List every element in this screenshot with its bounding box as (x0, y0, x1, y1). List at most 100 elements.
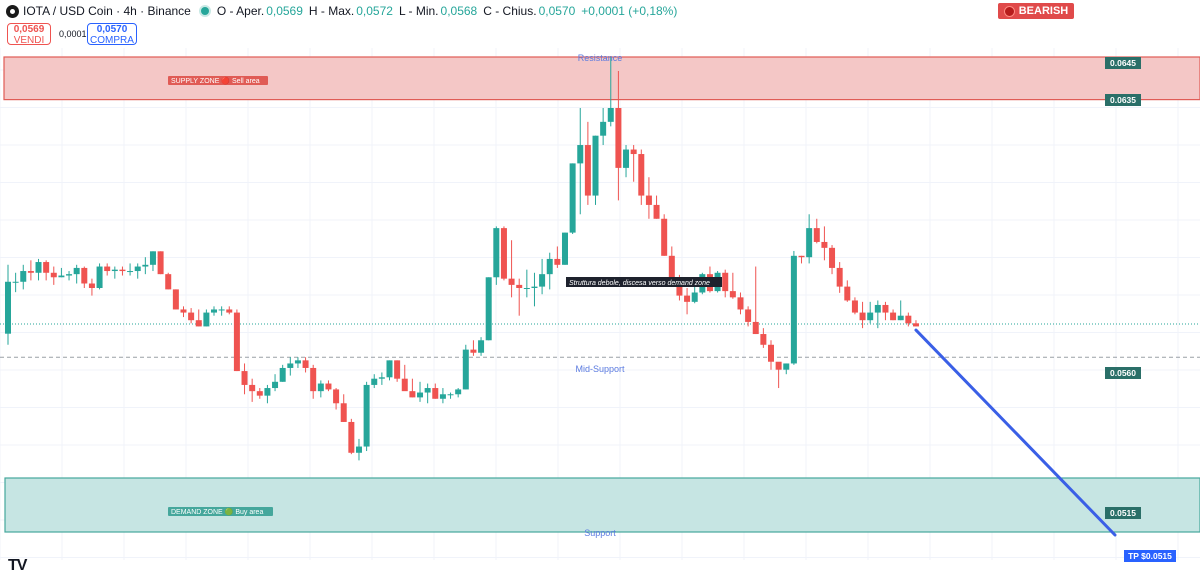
candle-body (58, 275, 65, 278)
candle-body (897, 315, 904, 321)
candle-body (859, 312, 866, 321)
candle-body (325, 383, 332, 390)
candle-body (180, 309, 187, 313)
candle-body (104, 266, 111, 272)
candle-body (50, 272, 57, 278)
sell-label: VENDI (13, 35, 45, 46)
close-value: 0,0570 (538, 4, 576, 18)
candle-body (539, 274, 546, 287)
candle-body (203, 312, 210, 327)
candle-body (35, 262, 42, 273)
candle-body (577, 145, 584, 164)
demand-zone-tag-bg (168, 507, 273, 516)
candle-body (645, 195, 652, 205)
low-label: L - Min. (398, 4, 439, 18)
candle-body (157, 251, 164, 275)
sell-price: 0,0569 (13, 24, 45, 35)
candle-body (912, 323, 919, 327)
chart-header: IOTA / USD Coin · 4h · Binance O - Aper.… (0, 0, 1200, 48)
candle-body (279, 367, 286, 382)
candle-body (836, 267, 843, 287)
support-label: Support (584, 528, 616, 538)
candle-body (493, 228, 500, 278)
candles (5, 57, 919, 461)
tp-label: TP $0.0515 (1128, 551, 1172, 561)
candle-body (165, 274, 172, 290)
candle-body (722, 272, 729, 292)
candle-body (43, 262, 50, 273)
candle-body (378, 377, 385, 379)
demand-zone-tag: DEMAND ZONE 🟢 Buy area (171, 507, 263, 516)
candle-body (111, 269, 118, 272)
candle-body (134, 266, 141, 272)
low-value: 0,0568 (440, 4, 478, 18)
sell-button[interactable]: 0,0569 VENDI (7, 23, 51, 46)
demand-zone (4, 477, 1200, 533)
candle-body (355, 446, 362, 453)
candle-body (386, 360, 393, 378)
candle-body (623, 149, 630, 168)
spread-value: 0,0001 (59, 29, 87, 39)
candle-body (12, 281, 19, 283)
candle-body (668, 255, 675, 284)
candle-body (310, 367, 317, 392)
candle-body (439, 394, 446, 399)
candle-body (775, 361, 782, 370)
candle-body (264, 388, 271, 396)
candle-body (363, 384, 370, 447)
candle-body (615, 108, 622, 168)
candle-body (81, 267, 88, 284)
change-value: +0,0001 (+0,18%) (581, 4, 678, 18)
price-tag: 0.0645 (1110, 58, 1136, 68)
candle-body (401, 378, 408, 392)
projection-arrow (914, 328, 1117, 537)
price-tag-bg (1105, 57, 1141, 69)
candle-body (821, 241, 828, 248)
supply-zone-tag-bg (168, 76, 268, 85)
candle-body (523, 288, 530, 289)
candle-body (172, 289, 179, 310)
candle-body (905, 315, 912, 324)
candle-body (455, 389, 462, 395)
candle-body (500, 228, 507, 279)
symbol-title[interactable]: IOTA / USD Coin · 4h · Binance (23, 4, 191, 18)
candle-body (27, 271, 34, 273)
tradingview-logo-icon[interactable]: TV (8, 557, 27, 574)
candle-body (798, 255, 805, 258)
price-axis-labels: 0.0645 0.0635 0.0560 0.0515 TP $0.0515 (1105, 57, 1176, 562)
candle-body (630, 149, 637, 155)
high-value: 0,0572 (356, 4, 393, 18)
candle-body (409, 391, 416, 398)
candle-body (485, 277, 492, 341)
candle-body (432, 388, 439, 399)
candle-body (5, 281, 11, 334)
candle-body (554, 258, 561, 265)
structure-note: Struttura debole, discesa verso demand z… (569, 280, 710, 287)
price-tag: 0.0515 (1110, 508, 1136, 518)
candle-body (813, 228, 820, 242)
candle-body (638, 154, 645, 196)
buy-button[interactable]: 0,0570 COMPRA (87, 23, 137, 46)
bearish-label: BEARISH (1018, 5, 1069, 17)
candle-body (371, 378, 378, 385)
candle-body (272, 381, 279, 389)
supply-zone-tag: SUPPLY ZONE 🔴 Sell area (171, 76, 260, 85)
iota-coin-icon (6, 4, 19, 18)
candle-body (600, 121, 607, 136)
candle-body (348, 421, 355, 453)
candle-body (890, 312, 897, 321)
mid-support-label: Mid-Support (575, 364, 625, 374)
candle-body (561, 232, 568, 265)
candle-body (241, 371, 248, 385)
price-tag-bg (1105, 94, 1141, 106)
price-tag-bg (1105, 367, 1141, 379)
candle-body (20, 271, 27, 282)
candle-body (760, 334, 767, 345)
candle-body (729, 291, 736, 298)
price-tag-bg (1105, 507, 1141, 519)
candle-body (119, 269, 126, 272)
price-tag: 0.0560 (1110, 368, 1136, 378)
candle-body (516, 284, 523, 288)
buy-price: 0,0570 (96, 24, 128, 35)
